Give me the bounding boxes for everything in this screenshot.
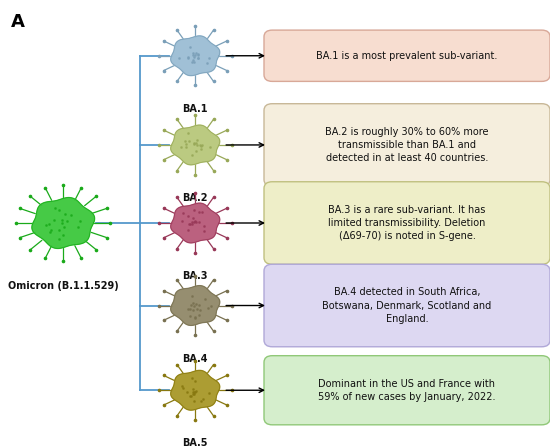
Text: BA.2: BA.2 — [183, 193, 208, 203]
FancyBboxPatch shape — [264, 182, 550, 264]
Text: BA.3: BA.3 — [183, 271, 208, 281]
Text: BA.1: BA.1 — [183, 104, 208, 114]
Polygon shape — [170, 285, 220, 326]
FancyBboxPatch shape — [264, 30, 550, 81]
FancyBboxPatch shape — [264, 104, 550, 186]
Text: BA.2 is roughly 30% to 60% more
transmissible than BA.1 and
detected in at least: BA.2 is roughly 30% to 60% more transmis… — [325, 127, 489, 163]
Text: Omicron (B.1.1.529): Omicron (B.1.1.529) — [8, 281, 119, 291]
Text: BA.4 detected in South Africa,
Botswana, Denmark, Scotland and
England.: BA.4 detected in South Africa, Botswana,… — [322, 287, 492, 324]
FancyBboxPatch shape — [264, 356, 550, 425]
FancyBboxPatch shape — [264, 264, 550, 347]
Polygon shape — [170, 203, 220, 243]
Text: A: A — [11, 13, 25, 31]
Polygon shape — [170, 370, 220, 410]
Text: BA.5: BA.5 — [183, 438, 208, 446]
Text: BA.4: BA.4 — [183, 354, 208, 363]
Polygon shape — [170, 125, 220, 165]
Text: BA.1 is a most prevalent sub-variant.: BA.1 is a most prevalent sub-variant. — [316, 51, 498, 61]
Text: BA.3 is a rare sub-variant. It has
limited transmissibility. Deletion
(Δ69-70) i: BA.3 is a rare sub-variant. It has limit… — [328, 205, 486, 241]
Polygon shape — [32, 198, 95, 248]
Text: Dominant in the US and France with
59% of new cases by January, 2022.: Dominant in the US and France with 59% o… — [318, 379, 496, 402]
Polygon shape — [170, 36, 220, 76]
